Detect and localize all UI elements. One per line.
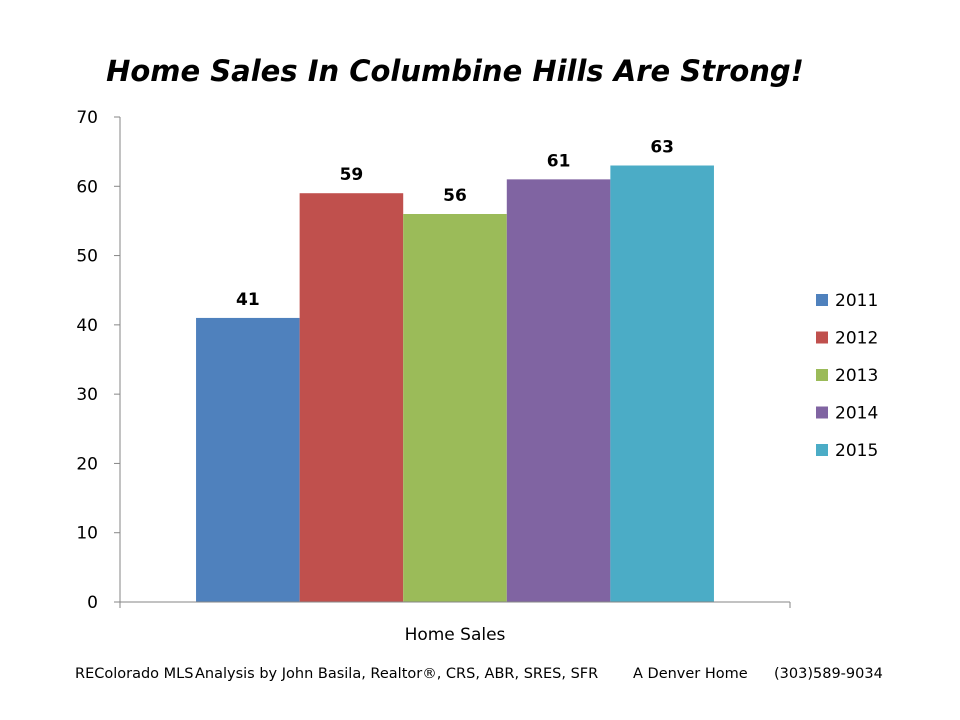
- y-tick-label: 20: [76, 454, 98, 474]
- bar-2013: [403, 214, 507, 602]
- footer: REColorado MLS Analysis by John Basila, …: [75, 666, 883, 682]
- bars: 41 59 56 61 63: [196, 138, 714, 602]
- legend-swatch-2013: [816, 369, 828, 381]
- legend-label-2015: 2015: [835, 441, 878, 461]
- bar-2015: [610, 165, 714, 602]
- legend-swatch-2012: [816, 331, 828, 344]
- bar-2014: [506, 179, 611, 602]
- y-tick-label: 50: [76, 247, 98, 267]
- legend-label-2012: 2012: [835, 329, 878, 349]
- data-label-2013: 56: [443, 186, 467, 206]
- bar-2012: [299, 193, 404, 602]
- y-tick-label: 10: [76, 524, 98, 544]
- y-tick-label: 60: [76, 177, 98, 197]
- data-label-2012: 59: [340, 165, 364, 185]
- legend-label-2011: 2011: [835, 291, 878, 311]
- bar-2011: [196, 317, 300, 602]
- y-axis: 0 10 20 30 40 50 60 70: [76, 108, 121, 613]
- footer-brand: A Denver Home: [633, 666, 748, 682]
- legend-label-2014: 2014: [835, 404, 878, 424]
- x-axis: Home Sales: [119, 601, 791, 645]
- footer-source: REColorado MLS: [75, 666, 193, 682]
- y-tick-label: 0: [87, 593, 98, 613]
- y-tick-label: 70: [76, 108, 98, 128]
- legend: 2011 2012 2013 2014 2015: [816, 291, 878, 461]
- footer-analysis: Analysis by John Basila, Realtor®, CRS, …: [195, 666, 598, 682]
- data-label-2011: 41: [236, 290, 260, 310]
- data-label-2014: 61: [547, 151, 571, 171]
- chart-title: Home Sales In Columbine Hills Are Strong…: [106, 54, 804, 88]
- x-category-label: Home Sales: [405, 625, 506, 645]
- data-label-2015: 63: [650, 138, 674, 158]
- legend-label-2013: 2013: [835, 366, 878, 386]
- legend-swatch-2011: [816, 294, 828, 306]
- footer-phone: (303)589-9034: [774, 666, 883, 682]
- legend-swatch-2014: [816, 406, 828, 419]
- y-tick-label: 40: [76, 316, 98, 336]
- y-tick-label: 30: [76, 385, 98, 405]
- legend-swatch-2015: [816, 444, 828, 456]
